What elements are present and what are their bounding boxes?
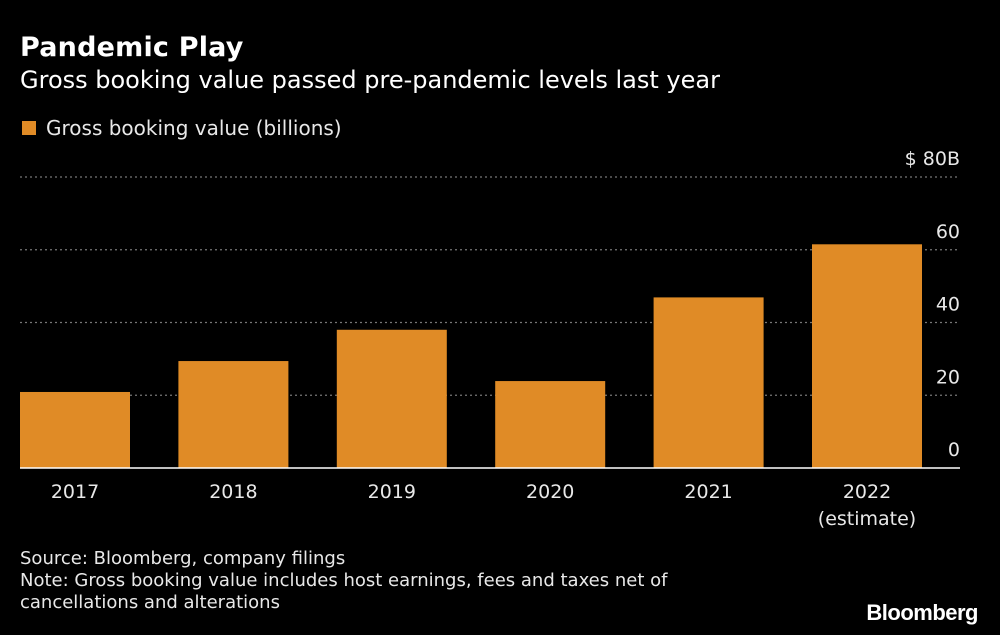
bar-2022: [812, 244, 922, 468]
legend-label: Gross booking value (billions): [46, 116, 342, 140]
x-tick-label: 2020: [526, 481, 574, 503]
x-tick-label: 2019: [368, 481, 416, 503]
bar-2019: [336, 329, 447, 468]
x-tick-label: 2022: [843, 481, 891, 503]
bars: [20, 244, 922, 468]
y-axis: 0 20 40 60 $ 80B: [905, 148, 960, 461]
bar-2017: [20, 391, 130, 468]
x-tick-label: 2021: [684, 481, 732, 503]
bloomberg-logo: Bloomberg: [866, 600, 978, 625]
chart-title: Pandemic Play: [20, 32, 244, 63]
grid-lines: [20, 176, 960, 396]
legend-swatch: [22, 121, 36, 135]
y-tick-label: $ 80B: [905, 148, 960, 170]
chart-subtitle: Gross booking value passed pre-pandemic …: [20, 66, 720, 94]
note-text-line1: Note: Gross booking value includes host …: [20, 570, 668, 591]
bar-2018: [178, 361, 289, 468]
x-tick-label: 2017: [51, 481, 99, 503]
bar-2021: [653, 297, 764, 468]
y-tick-label: 0: [948, 439, 960, 461]
x-tick-labels: 2017 2018 2019 2020 2021 2022 (estimate): [51, 481, 916, 530]
y-tick-label: 40: [936, 294, 960, 316]
legend: Gross booking value (billions): [22, 116, 342, 140]
source-text: Source: Bloomberg, company filings: [20, 548, 346, 569]
footer: Source: Bloomberg, company filings Note:…: [20, 548, 667, 614]
y-tick-label: 20: [936, 366, 960, 388]
note-text-line2: cancellations and alterations: [20, 592, 280, 613]
x-tick-sublabel: (estimate): [818, 508, 916, 530]
x-tick-label: 2018: [209, 481, 257, 503]
bar-2020: [495, 381, 606, 468]
y-tick-label: 60: [936, 221, 960, 243]
